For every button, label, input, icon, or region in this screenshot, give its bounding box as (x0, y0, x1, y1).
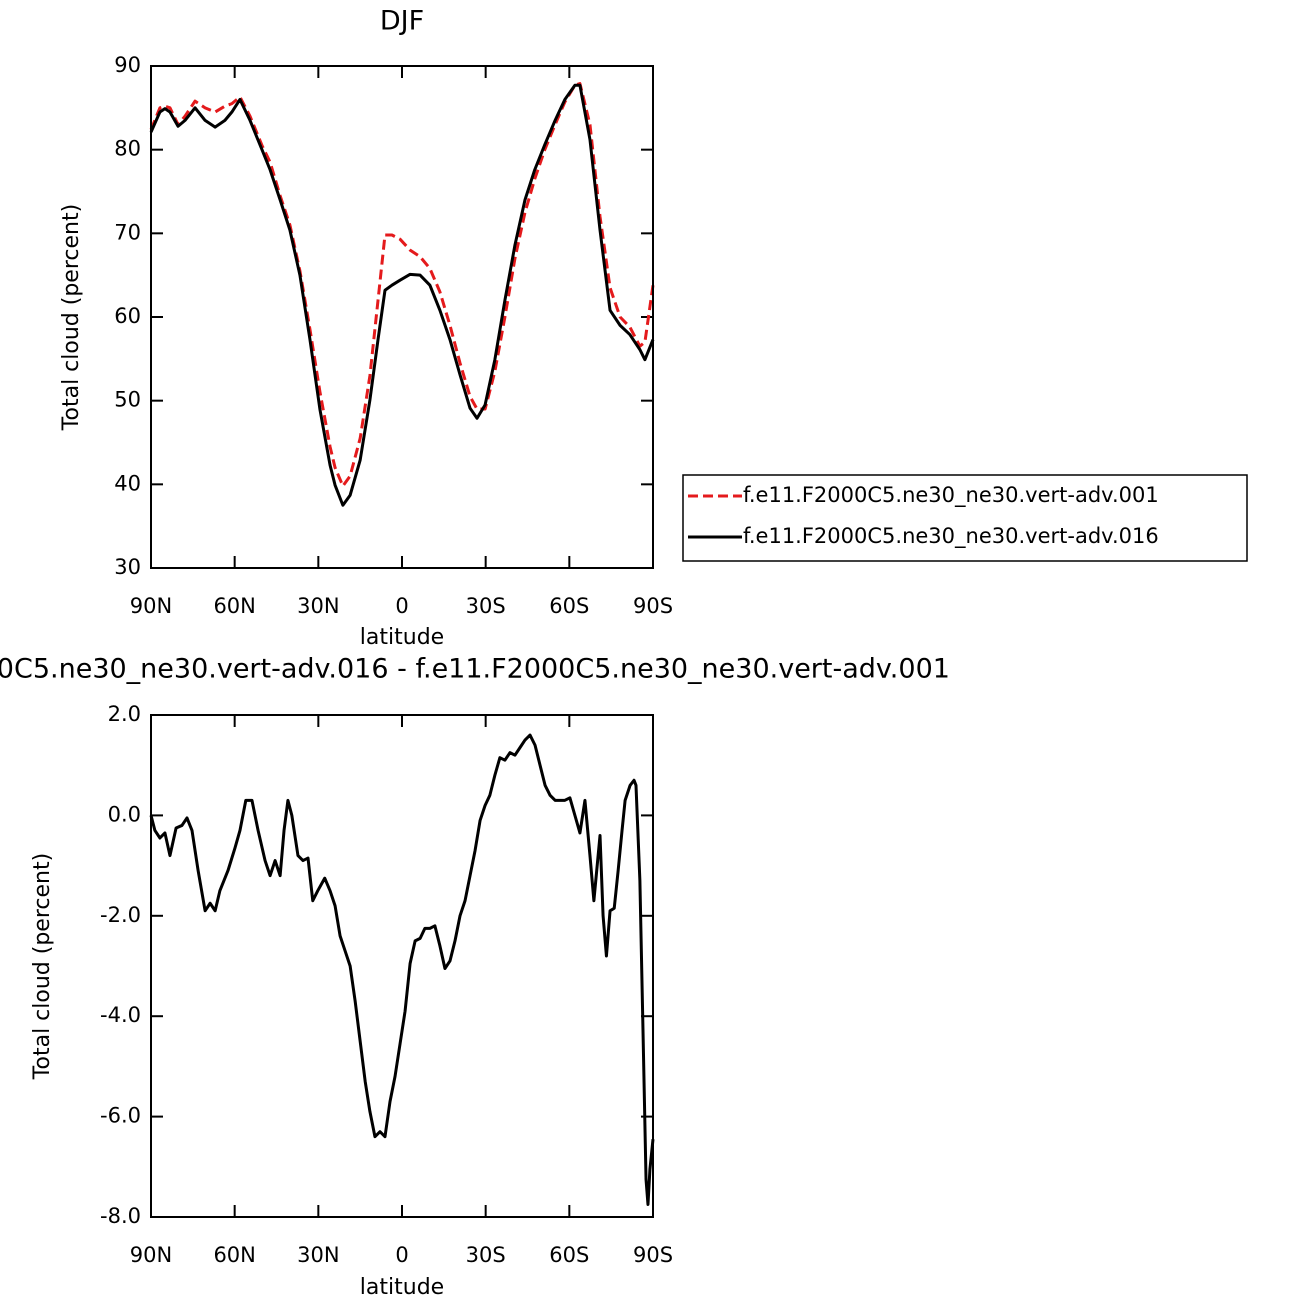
x-tick-label: 90N (130, 1243, 172, 1267)
x-tick-label: 60N (213, 594, 255, 618)
y-axis-label: Total cloud (percent) (59, 204, 84, 431)
y-axis-label: Total cloud (percent) (30, 853, 55, 1080)
y-tick-label: 0.0 (108, 802, 141, 826)
legend-label: f.e11.F2000C5.ne30_ne30.vert-adv.001 (743, 483, 1159, 508)
chart-title: f.e11.F2000C5.ne30_ne30.vert-adv.016 - f… (0, 654, 950, 685)
x-tick-label: 60S (549, 1243, 589, 1267)
y-tick-label: 2.0 (108, 702, 141, 726)
x-tick-label: 0 (395, 594, 408, 618)
x-tick-label: 30N (297, 1243, 339, 1267)
x-tick-label: 60N (213, 1243, 255, 1267)
plot-frame (150, 714, 654, 1218)
legend-box (682, 474, 1248, 562)
y-tick-label: 40 (114, 471, 141, 495)
y-tick-label: 30 (114, 555, 141, 579)
y-tick-label: 80 (114, 137, 141, 161)
data-line (149, 82, 655, 488)
y-tick-label: -8.0 (100, 1204, 141, 1228)
plot-frame (150, 65, 654, 569)
y-tick-label: 50 (114, 388, 141, 412)
x-tick-label: 30S (466, 594, 506, 618)
x-axis-label: latitude (360, 625, 444, 650)
y-tick-label: 60 (114, 304, 141, 328)
x-tick-label: 0 (395, 1243, 408, 1267)
x-tick-label: 30N (297, 594, 339, 618)
x-tick-label: 90S (633, 1243, 673, 1267)
y-tick-label: -4.0 (100, 1003, 141, 1027)
data-line (149, 733, 655, 1206)
x-tick-label: 90N (130, 594, 172, 618)
x-tick-label: 30S (466, 1243, 506, 1267)
x-tick-label: 90S (633, 594, 673, 618)
y-tick-label: -2.0 (100, 903, 141, 927)
chart-title: DJF (380, 6, 424, 37)
legend-label: f.e11.F2000C5.ne30_ne30.vert-adv.016 (743, 524, 1159, 549)
y-tick-label: 70 (114, 220, 141, 244)
x-tick-label: 60S (549, 594, 589, 618)
x-axis-label: latitude (360, 1275, 444, 1300)
y-tick-label: 90 (114, 53, 141, 77)
data-line (149, 83, 655, 507)
y-tick-label: -6.0 (100, 1104, 141, 1128)
